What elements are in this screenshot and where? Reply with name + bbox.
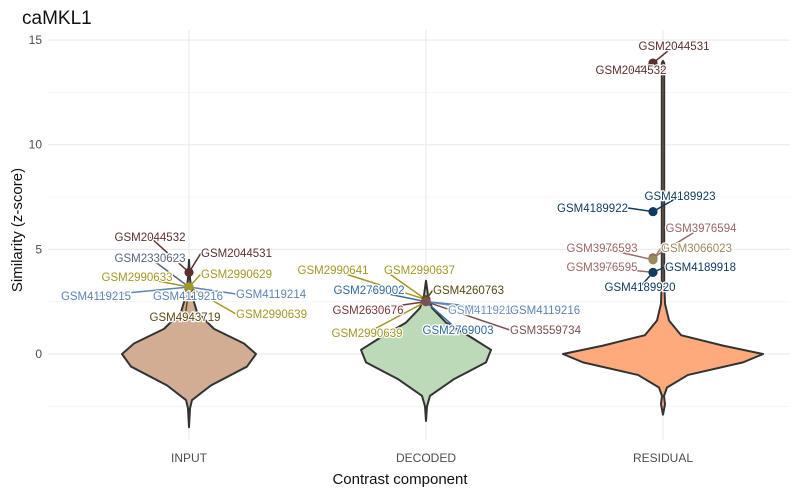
point-label: GSM2990639: [236, 309, 307, 321]
label-leader-line: [149, 257, 190, 288]
data-point: [648, 255, 658, 265]
label-leader-line: [425, 301, 459, 331]
point-label: GSM2990633: [102, 272, 173, 284]
point-label: GSM2990641: [298, 265, 369, 277]
y-tick-label: 15: [29, 33, 43, 47]
x-axis-label: Contrast component: [332, 471, 468, 488]
data-point: [421, 297, 431, 307]
point-label: GSM4260763: [433, 285, 504, 297]
label-leader-line: [601, 266, 654, 274]
label-leader-line: [652, 227, 702, 259]
label-leader-line: [136, 276, 190, 288]
label-leader-line: [188, 286, 237, 295]
point-label: GSM2044531: [639, 41, 710, 53]
label-leader-line: [425, 300, 511, 311]
point-label: GSM3976593: [567, 243, 638, 255]
point-label: GSM2630676: [333, 305, 404, 317]
point-label: GSM3066023: [661, 243, 732, 255]
label-leader-line: [652, 45, 675, 64]
label-leader-line: [425, 300, 511, 331]
point-label: GSM2769003: [423, 325, 494, 337]
point-label: GSM2330623: [115, 253, 186, 265]
chart-title: caMKL1: [22, 8, 92, 29]
label-leader-line: [184, 289, 190, 318]
violin-input: [121, 258, 257, 429]
point-label: GSM2044532: [115, 232, 186, 244]
point-label: GSM4119214: [448, 305, 519, 317]
label-leader-line: [652, 195, 681, 213]
point-label: GSM4119216: [153, 291, 223, 303]
label-leader-line: [149, 236, 190, 273]
point-label: GSM4189923: [645, 191, 716, 203]
label-leader-line: [383, 269, 427, 301]
point-label: GSM3559734: [510, 325, 582, 337]
data-point: [648, 58, 658, 68]
point-label: GSM3976594: [666, 223, 738, 235]
data-point: [648, 207, 658, 217]
point-label: GSM4943719: [150, 312, 221, 324]
data-point: [184, 267, 194, 277]
label-leader-line: [601, 247, 654, 261]
label-leader-line: [366, 301, 427, 334]
point-label: GSM2044532: [596, 65, 667, 77]
point-label: GSM4189918: [665, 262, 736, 274]
label-leader-line: [332, 269, 427, 301]
label-leader-line: [368, 289, 427, 303]
point-label: GSM2044531: [201, 248, 272, 260]
label-leader-line: [367, 300, 427, 311]
point-label: GSM4119215: [61, 291, 131, 303]
point-label: GSM2769002: [334, 285, 405, 297]
violin-residual: [562, 59, 764, 416]
point-label: GSM4189922: [557, 203, 628, 215]
x-tick-label: RESIDUAL: [633, 451, 693, 465]
x-tick-label: INPUT: [171, 451, 208, 465]
point-label: GSM2990639: [332, 328, 403, 340]
point-label: GSM3976595: [567, 262, 638, 274]
point-label: GSM4119216: [510, 305, 580, 317]
y-axis-label: Similarity (z-score): [9, 168, 26, 292]
point-label: GSM2990637: [384, 265, 455, 277]
y-tick-label: 5: [35, 242, 42, 256]
data-point: [184, 282, 194, 292]
point-label: GSM4189920: [605, 282, 676, 294]
y-tick-label: 0: [35, 347, 42, 361]
data-point: [648, 267, 658, 277]
point-label: GSM2990629: [201, 269, 272, 281]
label-leader-line: [95, 286, 190, 297]
point-label: GSM4119214: [236, 289, 307, 301]
y-tick-label: 10: [29, 138, 43, 152]
label-leader-line: [188, 286, 237, 315]
x-tick-label: DECODED: [396, 451, 456, 465]
violin-decoded: [360, 279, 492, 422]
